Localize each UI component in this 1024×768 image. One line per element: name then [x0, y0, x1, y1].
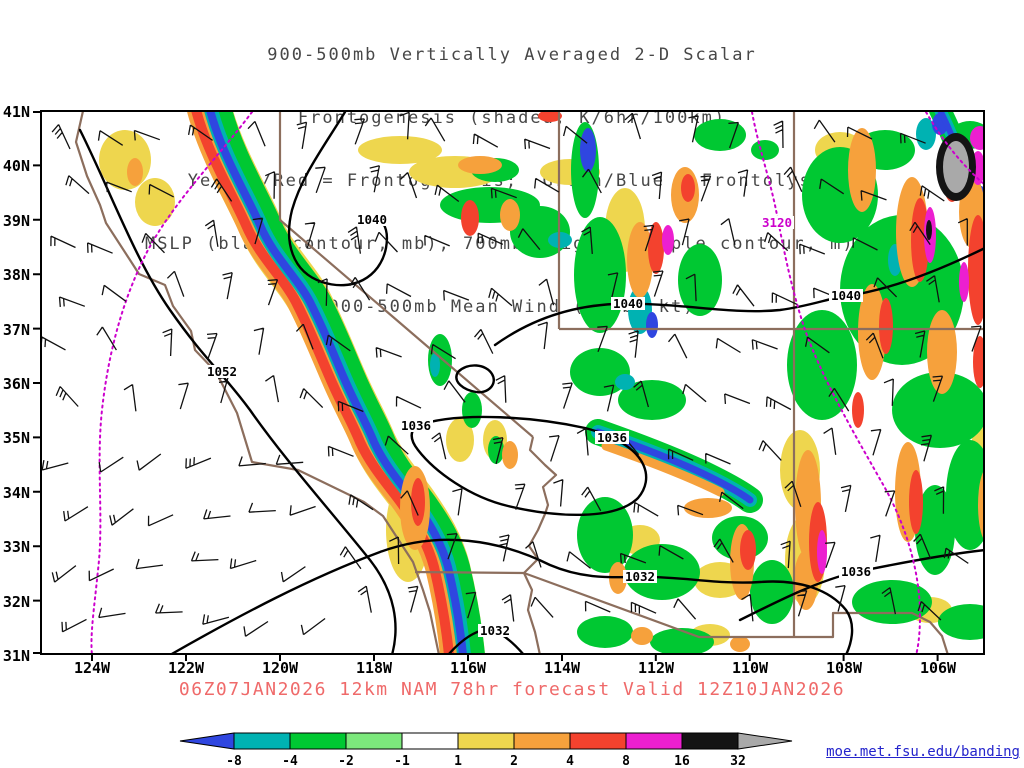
- colorbar-arrow-left: [179, 732, 235, 750]
- forecast-caption: 06Z07JAN2026 12km NAM 78hr forecast Vali…: [178, 679, 846, 700]
- colorbar-segment: [681, 732, 739, 750]
- mslp-contour-1040-east: [493, 247, 984, 347]
- title-line-2: Frontogenesis (shaded, K/6hr/100km): [297, 108, 727, 128]
- colorbar-tick-label: 16: [674, 754, 690, 768]
- lat-label: 38N: [2, 266, 30, 284]
- contour-label: 1036: [841, 564, 871, 579]
- colorbar-segment: [233, 732, 291, 750]
- lat-label: 40N: [2, 157, 30, 175]
- contour-label-group: 1040 3120 1040 1040 1052 1036 1036 1032 …: [205, 212, 873, 638]
- contour-label: 3120: [762, 215, 792, 230]
- lat-label: 31N: [2, 647, 30, 665]
- mslp-contour-1036-loop: [410, 415, 648, 516]
- contour-label: 1040: [831, 288, 861, 303]
- lat-label: 34N: [2, 484, 30, 502]
- colorbar: -8 -4 -2 -1 1 2 4 8 16 32: [179, 732, 793, 768]
- california-coastline: [74, 111, 440, 654]
- colorbar-tick-label: -1: [394, 754, 410, 768]
- contour-label: 1036: [401, 418, 431, 433]
- colorbar-tick-label: 2: [510, 754, 518, 768]
- lon-label: 124W: [73, 659, 111, 677]
- colorado-river-border: [523, 436, 558, 574]
- colorbar-segment: [513, 732, 571, 750]
- lat-label: 41N: [2, 103, 30, 121]
- wind-barbs: [41, 111, 982, 637]
- baja-gulf-coast: [523, 572, 541, 654]
- contour-label: 1052: [207, 364, 237, 379]
- lat-label: 35N: [2, 429, 30, 447]
- lon-label: 106W: [919, 659, 957, 677]
- contour-label: 1032: [480, 623, 510, 638]
- title-line-1: 900-500mb Vertically Averaged 2-D Scalar: [267, 45, 757, 65]
- height-contour-west: [90, 111, 253, 654]
- shading-gray: [943, 141, 969, 193]
- banding-link[interactable]: moe.met.fsu.edu/banding: [826, 744, 1020, 760]
- map-plot: 1040 3120 1040 1040 1052 1036 1036 1032 …: [33, 110, 985, 661]
- lon-label: 114W: [543, 659, 581, 677]
- colorbar-segment: [345, 732, 403, 750]
- lon-label: 108W: [825, 659, 863, 677]
- colorbar-tick-label: 1: [454, 754, 462, 768]
- colorbar-tick-label: -4: [282, 754, 298, 768]
- mslp-contours: [78, 111, 984, 654]
- us-mexico-border-east: [523, 571, 949, 654]
- lat-label: 36N: [2, 375, 30, 393]
- colorbar-tick-label: -2: [338, 754, 354, 768]
- height-700mb-contours: [90, 111, 984, 654]
- state-borders: [74, 111, 984, 654]
- map-frame: [40, 110, 985, 655]
- axis-ticks: [33, 111, 939, 661]
- colorbar-segment: [569, 732, 627, 750]
- colorbar-segment: [457, 732, 515, 750]
- contour-label: 1032: [625, 569, 655, 584]
- lat-label: 37N: [2, 321, 30, 339]
- lon-label: 116W: [449, 659, 487, 677]
- colorbar-tick-label: -8: [226, 754, 242, 768]
- contour-label: 1036: [597, 430, 627, 445]
- colorbar-segment: [289, 732, 347, 750]
- mslp-contour-small-loop: [455, 364, 495, 394]
- mslp-contour-1040-nv: [287, 111, 389, 287]
- colorbar-tick-label: 8: [622, 754, 630, 768]
- mslp-contour-1052: [78, 128, 397, 654]
- height-contour-3120: [751, 111, 922, 654]
- us-mexico-border-west: [414, 570, 525, 575]
- colorbar-arrow-right: [737, 732, 793, 750]
- contour-label: 1040: [357, 212, 387, 227]
- lat-label: 32N: [2, 593, 30, 611]
- colorbar-segment: [625, 732, 683, 750]
- lon-label: 122W: [167, 659, 205, 677]
- lon-label: 110W: [731, 659, 769, 677]
- seutah-band-orange: [601, 441, 725, 497]
- contour-label: 1040: [613, 296, 643, 311]
- lon-label: 118W: [355, 659, 393, 677]
- california-nevada-border: [278, 111, 534, 438]
- lon-label: 120W: [261, 659, 299, 677]
- mslp-contour-1032-trough: [169, 538, 854, 654]
- colorbar-segment: [401, 732, 459, 750]
- colorbar-tick-label: 4: [566, 754, 574, 768]
- lat-label: 33N: [2, 538, 30, 556]
- colorbar-tick-label: 32: [730, 754, 746, 768]
- front-band-green: [212, 111, 485, 654]
- lon-label: 112W: [637, 659, 675, 677]
- lat-label: 39N: [2, 212, 30, 230]
- height-contour-ne: [925, 111, 984, 186]
